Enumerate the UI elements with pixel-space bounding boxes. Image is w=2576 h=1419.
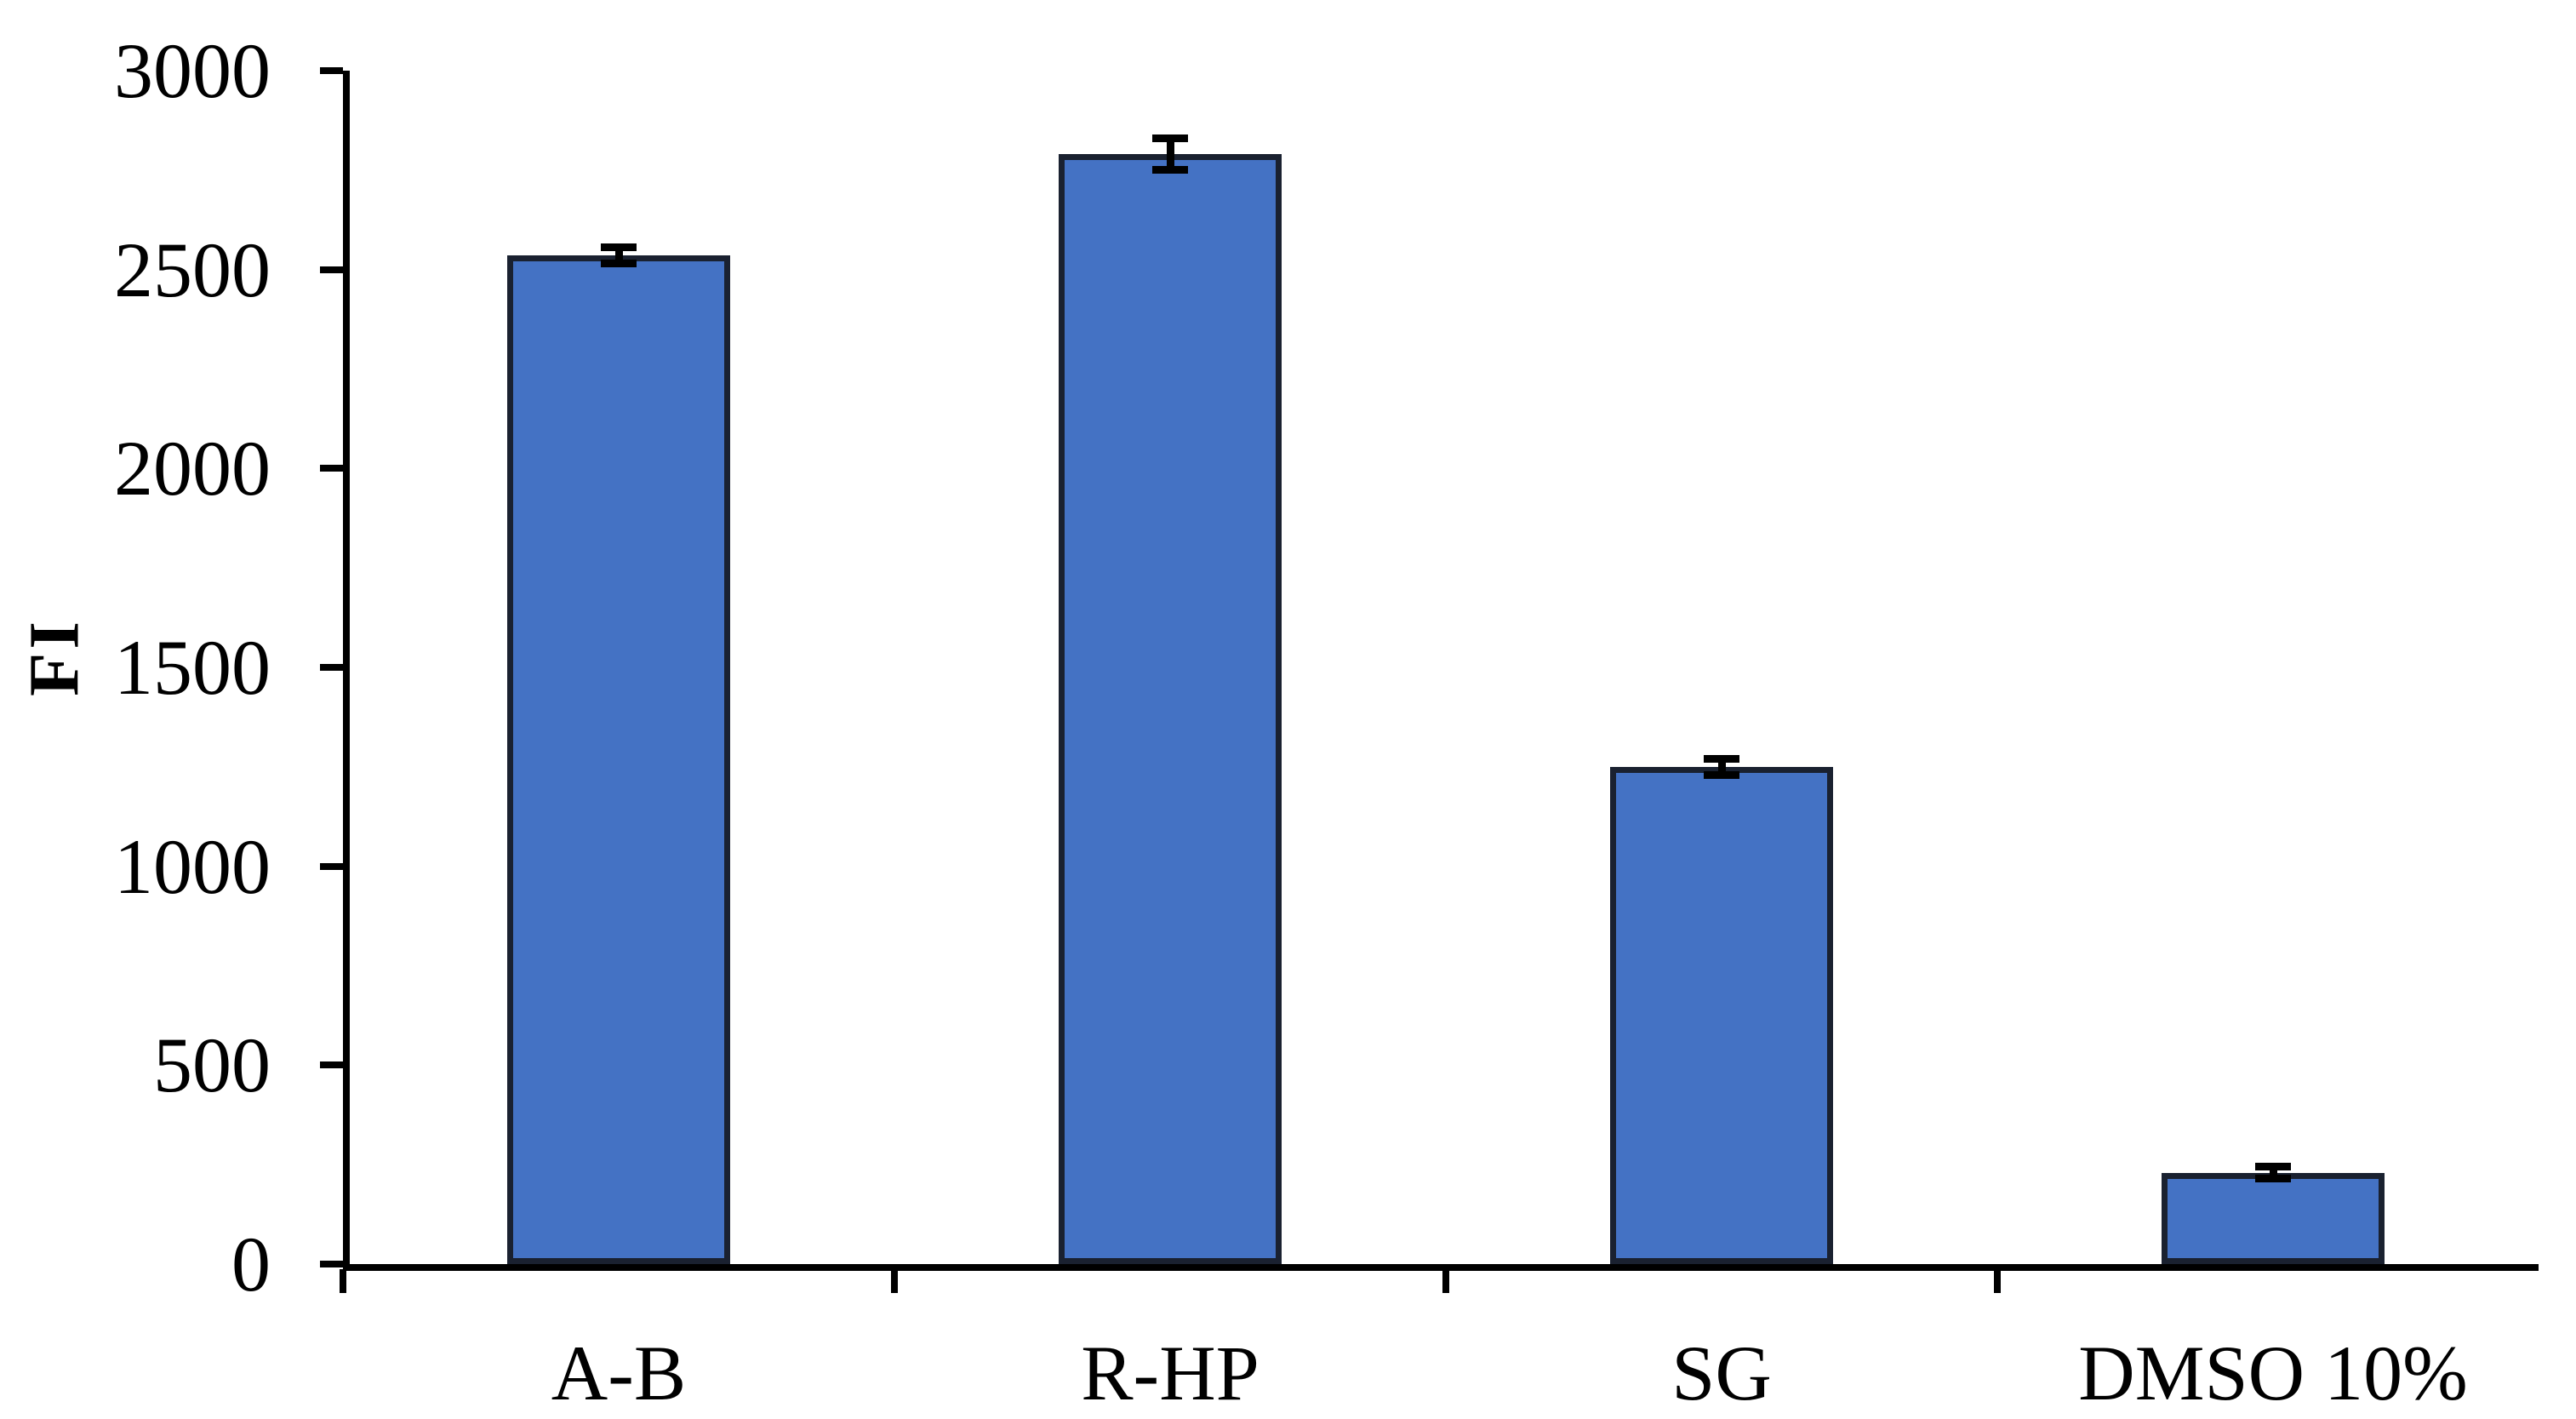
x-tick-mark bbox=[1442, 1269, 1449, 1293]
error-bar-line bbox=[1717, 758, 1726, 775]
y-axis-line bbox=[343, 71, 350, 1271]
error-bar-line bbox=[614, 247, 623, 264]
plot-area: 0 500 1000 1500 2000 2500 3000 A-B R-HP SG DMSO 1… bbox=[114, 31, 2549, 1414]
error-bar-line bbox=[1166, 138, 1174, 170]
y-tick-label: 1000 bbox=[114, 822, 271, 910]
y-tick-mark bbox=[320, 664, 343, 671]
x-category-label: R-HP bbox=[1081, 1330, 1259, 1416]
y-tick-label: 2000 bbox=[114, 425, 271, 512]
error-bar-cap bbox=[1704, 754, 1739, 763]
bar-DMSO 10% bbox=[2162, 1172, 2385, 1264]
bar-SG bbox=[1610, 766, 1833, 1264]
y-tick-label: 0 bbox=[231, 1221, 271, 1307]
y-tick-label: 3000 bbox=[114, 27, 271, 114]
error-bar-cap bbox=[1704, 770, 1739, 779]
y-tick-mark bbox=[320, 1261, 343, 1267]
error-bar-cap bbox=[1152, 166, 1188, 175]
y-tick-label: 500 bbox=[153, 1021, 271, 1109]
y-tick-mark bbox=[320, 266, 343, 273]
error-bar-cap bbox=[2255, 1175, 2291, 1183]
x-tick-mark bbox=[340, 1269, 346, 1293]
y-tick-label: 1500 bbox=[114, 624, 271, 711]
y-tick-mark bbox=[320, 67, 343, 74]
error-bar-line bbox=[2269, 1166, 2277, 1179]
y-tick-mark bbox=[320, 465, 343, 472]
bar-A-B bbox=[507, 255, 730, 1264]
x-tick-mark bbox=[891, 1269, 898, 1293]
error-bar-cap bbox=[601, 243, 637, 252]
x-tick-mark bbox=[1994, 1269, 2001, 1293]
y-tick-mark bbox=[320, 862, 343, 870]
y-tick-mark bbox=[320, 1061, 343, 1069]
x-category-label: DMSO 10% bbox=[2078, 1330, 2468, 1416]
y-tick-label: 2500 bbox=[114, 226, 271, 313]
x-category-label: A-B bbox=[551, 1330, 687, 1416]
x-category-label: SG bbox=[1671, 1330, 1772, 1416]
error-bar-cap bbox=[2255, 1163, 2291, 1170]
x-axis-line bbox=[343, 1264, 2539, 1271]
error-bar-cap bbox=[1152, 134, 1188, 142]
error-bar-cap bbox=[601, 260, 637, 268]
bar-R-HP bbox=[1059, 154, 1282, 1264]
